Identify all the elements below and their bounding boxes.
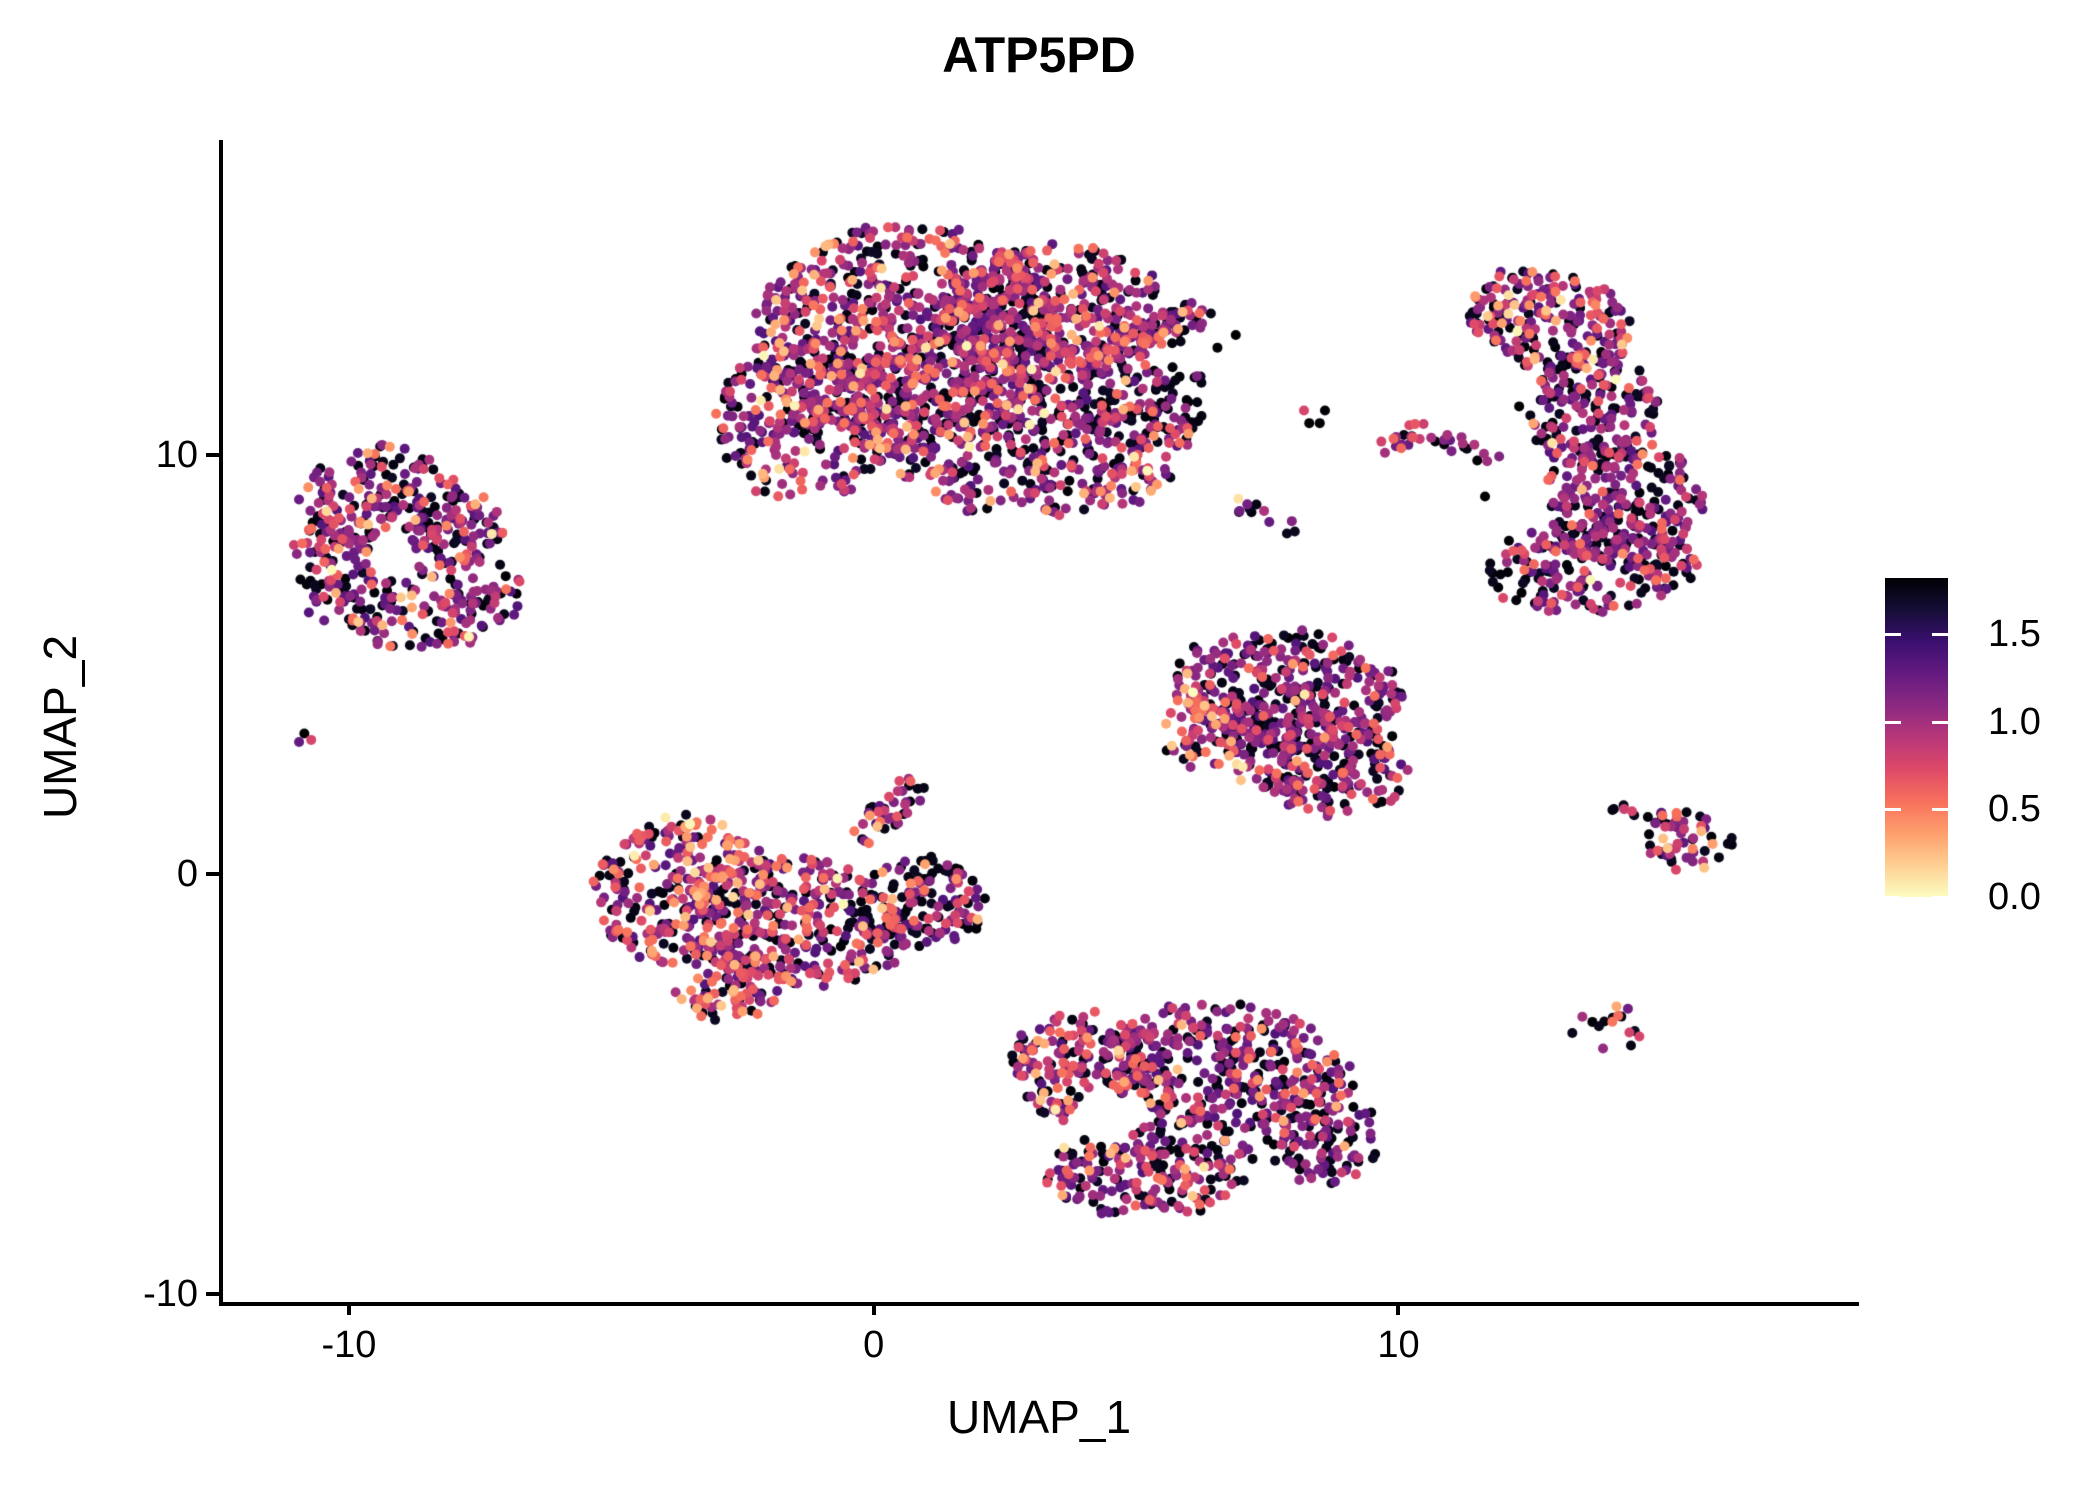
y-axis-tick-label: -10 <box>143 1272 198 1315</box>
colorbar-tick <box>1932 720 1948 724</box>
colorbar-tick <box>1885 896 1901 899</box>
colorbar-tick <box>1885 720 1901 724</box>
colorbar-tick <box>1932 633 1948 637</box>
colorbar-tick-label: 1.5 <box>1988 613 2041 656</box>
colorbar-tick-label: 0.0 <box>1988 876 2041 918</box>
y-axis-line <box>219 140 223 1306</box>
x-axis-tick <box>346 1302 351 1315</box>
y-axis-tick-label: 0 <box>176 853 198 896</box>
expression-colorbar <box>1885 578 1948 897</box>
y-axis-tick <box>206 1291 219 1296</box>
plot-title: ATP5PD <box>942 27 1136 83</box>
colorbar-tick <box>1932 808 1948 812</box>
x-axis-tick-label: 0 <box>863 1324 885 1366</box>
colorbar-tick <box>1885 633 1901 637</box>
x-axis-tick <box>1396 1302 1401 1315</box>
x-axis-line <box>219 1302 1859 1306</box>
x-axis-tick-label: 10 <box>1377 1324 1420 1366</box>
y-axis-tick <box>206 452 219 457</box>
colorbar-tick <box>1885 808 1901 812</box>
y-axis-tick <box>206 872 219 877</box>
y-axis-tick-label: 10 <box>155 433 198 476</box>
x-axis-tick-label: -10 <box>321 1324 377 1366</box>
colorbar-tick-label: 0.5 <box>1988 788 2041 831</box>
colorbar-tick-label: 1.0 <box>1988 700 2041 743</box>
x-axis-title: UMAP_1 <box>946 1391 1132 1443</box>
y-axis-title: UMAP_2 <box>34 634 86 820</box>
colorbar-tick <box>1932 896 1948 899</box>
x-axis-tick <box>871 1302 876 1315</box>
